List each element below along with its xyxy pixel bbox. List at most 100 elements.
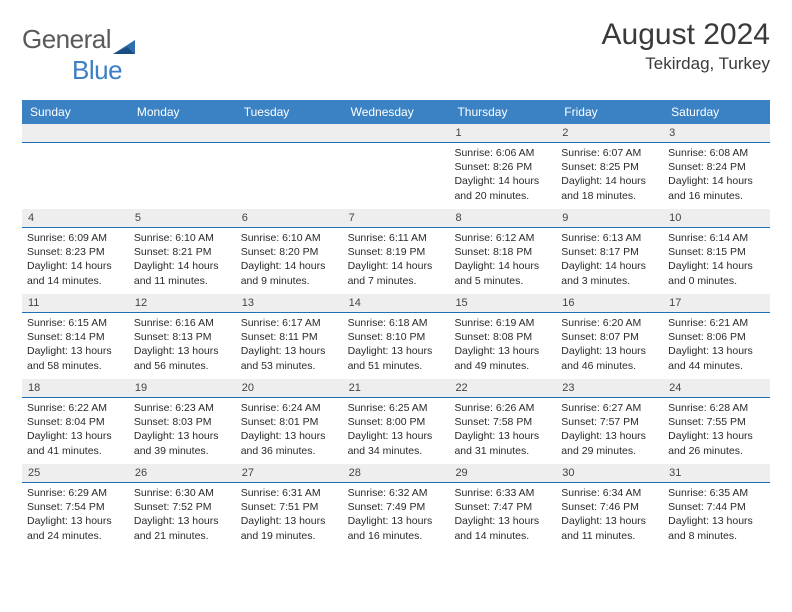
sunset-line: Sunset: 7:51 PM: [241, 500, 338, 514]
date-number: [343, 124, 450, 142]
date-number: 5: [129, 209, 236, 227]
dayname-thursday: Thursday: [449, 100, 556, 124]
date-number: 21: [343, 379, 450, 397]
day-cell: Sunrise: 6:31 AMSunset: 7:51 PMDaylight:…: [236, 483, 343, 549]
sunset-line: Sunset: 8:14 PM: [27, 330, 124, 344]
day-cell: Sunrise: 6:30 AMSunset: 7:52 PMDaylight:…: [129, 483, 236, 549]
date-number: 8: [449, 209, 556, 227]
sunrise-line: Sunrise: 6:22 AM: [27, 401, 124, 415]
title-block: August 2024 Tekirdag, Turkey: [602, 18, 770, 74]
sunrise-line: Sunrise: 6:06 AM: [454, 146, 551, 160]
daylight-line: Daylight: 13 hours and 41 minutes.: [27, 429, 124, 457]
daylight-line: Daylight: 13 hours and 21 minutes.: [134, 514, 231, 542]
sunset-line: Sunset: 7:52 PM: [134, 500, 231, 514]
sunrise-line: Sunrise: 6:19 AM: [454, 316, 551, 330]
date-number-strip: 45678910: [22, 209, 770, 227]
sunrise-line: Sunrise: 6:24 AM: [241, 401, 338, 415]
date-number: 23: [556, 379, 663, 397]
sunrise-line: Sunrise: 6:14 AM: [668, 231, 765, 245]
daylight-line: Daylight: 14 hours and 16 minutes.: [668, 174, 765, 202]
sunset-line: Sunset: 7:55 PM: [668, 415, 765, 429]
logo-text-2: Blue: [72, 55, 122, 85]
day-cell: Sunrise: 6:32 AMSunset: 7:49 PMDaylight:…: [343, 483, 450, 549]
sunset-line: Sunset: 8:19 PM: [348, 245, 445, 259]
sunrise-line: Sunrise: 6:17 AM: [241, 316, 338, 330]
sunrise-line: Sunrise: 6:28 AM: [668, 401, 765, 415]
sunrise-line: Sunrise: 6:23 AM: [134, 401, 231, 415]
day-cell: [22, 143, 129, 209]
sunset-line: Sunset: 8:17 PM: [561, 245, 658, 259]
logo-text-1: General: [22, 24, 111, 54]
day-cell: [129, 143, 236, 209]
day-data-strip: Sunrise: 6:06 AMSunset: 8:26 PM Daylight:…: [22, 143, 770, 209]
day-cell: Sunrise: 6:07 AMSunset: 8:25 PMDaylight:…: [556, 143, 663, 209]
sunrise-line: Sunrise: 6:31 AM: [241, 486, 338, 500]
date-number: 22: [449, 379, 556, 397]
date-number: 12: [129, 294, 236, 312]
sunset-line: Sunset: 8:08 PM: [454, 330, 551, 344]
sunrise-line: Sunrise: 6:29 AM: [27, 486, 124, 500]
daylight-line: Daylight: 13 hours and 26 minutes.: [668, 429, 765, 457]
sunset-line: Sunset: 8:26 PM: [454, 160, 551, 174]
day-cell: Sunrise: 6:26 AMSunset: 7:58 PMDaylight:…: [449, 398, 556, 464]
sunrise-line: Sunrise: 6:30 AM: [134, 486, 231, 500]
day-cell: [343, 143, 450, 209]
date-number: [236, 124, 343, 142]
date-number: 20: [236, 379, 343, 397]
dayname-friday: Friday: [556, 100, 663, 124]
day-data-strip: Sunrise: 6:09 AMSunset: 8:23 PMDaylight:…: [22, 228, 770, 294]
sunrise-line: Sunrise: 6:35 AM: [668, 486, 765, 500]
date-number: 9: [556, 209, 663, 227]
sunrise-line: Sunrise: 6:18 AM: [348, 316, 445, 330]
date-number: [129, 124, 236, 142]
dayname-wednesday: Wednesday: [343, 100, 450, 124]
sunset-line: Sunset: 8:07 PM: [561, 330, 658, 344]
daylight-line: Daylight: 13 hours and 8 minutes.: [668, 514, 765, 542]
date-number: [22, 124, 129, 142]
day-cell: Sunrise: 6:23 AMSunset: 8:03 PMDaylight:…: [129, 398, 236, 464]
logo: General Blue: [22, 24, 137, 86]
sunset-line: Sunset: 8:10 PM: [348, 330, 445, 344]
calendar-page: General Blue August 2024 Tekirdag, Turke…: [0, 0, 792, 567]
dayname-saturday: Saturday: [663, 100, 770, 124]
day-data-strip: Sunrise: 6:22 AMSunset: 8:04 PMDaylight:…: [22, 398, 770, 464]
day-cell: Sunrise: 6:09 AMSunset: 8:23 PMDaylight:…: [22, 228, 129, 294]
day-cell: Sunrise: 6:20 AMSunset: 8:07 PMDaylight:…: [556, 313, 663, 379]
sunset-line: Sunset: 8:15 PM: [668, 245, 765, 259]
dayname-tuesday: Tuesday: [236, 100, 343, 124]
daylight-line: Daylight: 13 hours and 31 minutes.: [454, 429, 551, 457]
sunrise-line: Sunrise: 6:21 AM: [668, 316, 765, 330]
sunset-line: Sunset: 8:25 PM: [561, 160, 658, 174]
sunset-line: Sunset: 8:20 PM: [241, 245, 338, 259]
sunset-line: Sunset: 7:46 PM: [561, 500, 658, 514]
date-number: 1: [449, 124, 556, 142]
daylight-line: Daylight: 13 hours and 44 minutes.: [668, 344, 765, 372]
day-cell: Sunrise: 6:11 AMSunset: 8:19 PMDaylight:…: [343, 228, 450, 294]
sunset-line: Sunset: 8:01 PM: [241, 415, 338, 429]
sunset-line: Sunset: 8:06 PM: [668, 330, 765, 344]
sunrise-line: Sunrise: 6:20 AM: [561, 316, 658, 330]
date-number: 7: [343, 209, 450, 227]
day-cell: Sunrise: 6:29 AMSunset: 7:54 PMDaylight:…: [22, 483, 129, 549]
sunrise-line: Sunrise: 6:34 AM: [561, 486, 658, 500]
daylight-line: Daylight: 14 hours and 7 minutes.: [348, 259, 445, 287]
day-cell: Sunrise: 6:24 AMSunset: 8:01 PMDaylight:…: [236, 398, 343, 464]
date-number: 11: [22, 294, 129, 312]
date-number: 4: [22, 209, 129, 227]
date-number: 17: [663, 294, 770, 312]
day-cell: Sunrise: 6:17 AMSunset: 8:11 PMDaylight:…: [236, 313, 343, 379]
daylight-line: Daylight: 13 hours and 39 minutes.: [134, 429, 231, 457]
daylight-line: Daylight: 13 hours and 56 minutes.: [134, 344, 231, 372]
day-cell: Sunrise: 6:34 AMSunset: 7:46 PMDaylight:…: [556, 483, 663, 549]
sunrise-line: Sunrise: 6:26 AM: [454, 401, 551, 415]
date-number: 26: [129, 464, 236, 482]
logo-text: General Blue: [22, 24, 137, 86]
day-cell: Sunrise: 6:27 AMSunset: 7:57 PMDaylight:…: [556, 398, 663, 464]
date-number: 3: [663, 124, 770, 142]
daylight-line: Daylight: 13 hours and 14 minutes.: [454, 514, 551, 542]
day-cell: Sunrise: 6:14 AMSunset: 8:15 PMDaylight:…: [663, 228, 770, 294]
day-cell: Sunrise: 6:28 AMSunset: 7:55 PMDaylight:…: [663, 398, 770, 464]
date-number: 13: [236, 294, 343, 312]
sunrise-line: Sunrise: 6:13 AM: [561, 231, 658, 245]
day-data-strip: Sunrise: 6:15 AMSunset: 8:14 PMDaylight:…: [22, 313, 770, 379]
